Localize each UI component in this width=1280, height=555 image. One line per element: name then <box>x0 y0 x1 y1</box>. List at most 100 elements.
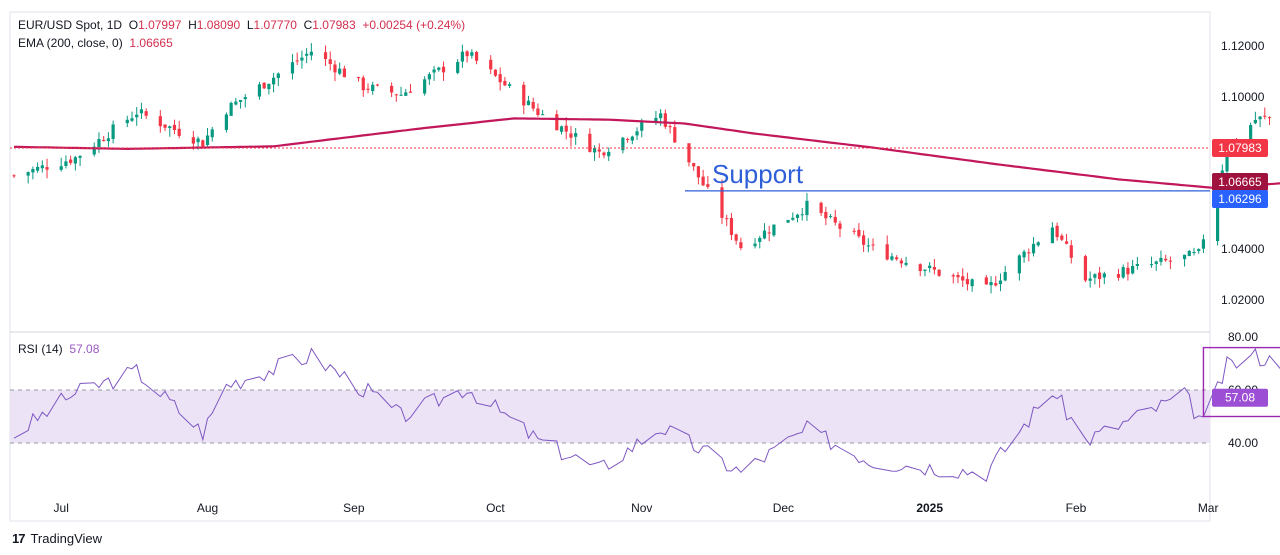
candle-body <box>404 92 408 96</box>
candle-body <box>526 100 531 106</box>
candle-body <box>1036 242 1040 246</box>
open-value: 1.07997 <box>138 18 182 32</box>
rsi-tick-label: 40.00 <box>1228 436 1258 450</box>
price-tick-label: 1.10000 <box>1221 90 1265 104</box>
candle-body <box>904 262 908 265</box>
candle-body <box>59 166 63 170</box>
candle-body <box>866 245 870 247</box>
time-tick-label: Sep <box>343 501 365 515</box>
candle-body <box>559 126 564 132</box>
candle-body <box>408 91 413 93</box>
candle-body <box>493 69 498 76</box>
candle-body <box>885 244 889 260</box>
candle-body <box>1201 239 1206 249</box>
candle-body <box>1253 119 1257 124</box>
candle-body <box>753 243 757 247</box>
candle-body <box>36 166 40 171</box>
candle-body <box>323 52 328 60</box>
tradingview-brand[interactable]: 17 TradingView <box>12 531 102 546</box>
rsi-badge-bg <box>1212 388 1268 407</box>
candle-body <box>800 214 804 216</box>
candle-body <box>1249 125 1253 142</box>
candle-body <box>592 148 597 153</box>
price-pane <box>9 11 1211 522</box>
candle-body <box>1159 257 1163 262</box>
candle-body <box>762 230 767 239</box>
candle-body <box>1017 255 1021 274</box>
symbol-title: EUR/USD Spot, 1D <box>18 18 123 32</box>
candle-body <box>474 51 479 61</box>
rsi-highlight-box <box>1202 346 1280 418</box>
high-label: H <box>188 18 197 32</box>
candle-body <box>92 146 96 155</box>
candle-body <box>970 279 974 287</box>
candle-body <box>984 277 988 285</box>
candle-body <box>1027 252 1031 254</box>
candle-body <box>555 114 559 131</box>
candle-body <box>696 166 700 178</box>
candle-body <box>956 275 960 278</box>
close-label: C <box>303 18 313 32</box>
candle-body <box>1055 225 1059 238</box>
candle-body <box>168 126 172 128</box>
candle-body <box>828 216 833 218</box>
candle-body <box>1131 265 1135 274</box>
tradingview-logo-icon: 17 <box>12 531 26 546</box>
candle-body <box>1182 254 1187 260</box>
ema-badge: 1.06665 <box>1218 175 1262 189</box>
candle-body <box>1050 227 1054 244</box>
support-badge: 1.06296 <box>1218 192 1262 206</box>
candle-body <box>441 66 446 73</box>
ema-label: EMA (200, close, 0) <box>18 36 123 50</box>
candle-body <box>767 232 771 234</box>
candle-body <box>328 59 332 64</box>
price-legend: EUR/USD Spot, 1D O1.07997 H1.08090 L1.07… <box>18 18 465 32</box>
candle-body <box>300 57 304 61</box>
time-tick-label: Mar <box>1198 501 1219 515</box>
candle-body <box>224 114 228 130</box>
candle-body <box>734 234 738 241</box>
candle-body <box>928 265 932 269</box>
candle-body <box>621 137 625 151</box>
candle-body <box>243 97 247 100</box>
candle-body <box>437 67 441 70</box>
candle-body <box>12 175 16 177</box>
candle-body <box>399 94 403 96</box>
candle-body <box>994 283 998 286</box>
candle-body <box>1064 241 1069 244</box>
candle-body <box>1126 267 1130 275</box>
candle-body <box>739 242 743 249</box>
candle-body <box>871 244 875 246</box>
candle-body <box>1031 243 1036 254</box>
candle-body <box>1197 249 1201 252</box>
candle-body <box>465 51 469 57</box>
rsi-tick-label: 80.00 <box>1228 330 1258 344</box>
candle-body <box>1088 278 1092 281</box>
rsi-pane <box>10 389 1210 444</box>
candle-body <box>1168 260 1172 262</box>
candle-body <box>706 184 710 187</box>
candle-body <box>390 85 394 93</box>
candle-body <box>1083 256 1088 281</box>
time-tick-label: Nov <box>631 501 652 515</box>
change-value: +0.00254 (+0.24%) <box>362 18 466 32</box>
candle-body <box>824 211 828 219</box>
candle-body <box>69 159 73 163</box>
candle-body <box>102 140 106 142</box>
candle-body <box>522 84 526 106</box>
candle-body <box>1258 116 1262 120</box>
candle-body <box>833 216 837 223</box>
candle-body <box>857 229 861 237</box>
candle-body <box>692 163 696 167</box>
candle-body <box>1121 267 1125 278</box>
candle-body <box>309 51 313 56</box>
candle-body <box>890 256 894 260</box>
candle-body <box>177 128 181 136</box>
candle-body <box>772 224 776 236</box>
time-tick-label: Feb <box>1066 501 1087 515</box>
candle-body <box>172 124 177 130</box>
candlestick-series <box>12 43 1272 294</box>
candle-body <box>862 235 866 245</box>
candle-body <box>918 264 922 272</box>
